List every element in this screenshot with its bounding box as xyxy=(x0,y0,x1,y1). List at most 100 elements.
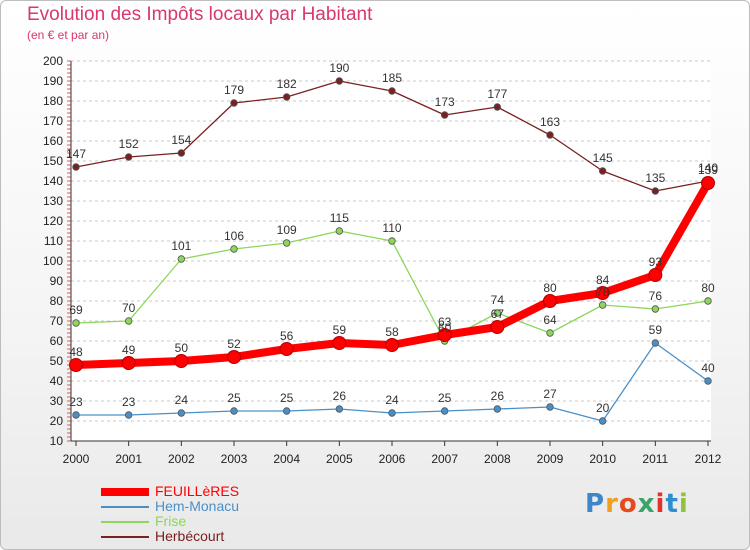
data-label: 59 xyxy=(649,323,663,337)
data-label: 135 xyxy=(645,171,665,185)
chart-legend: FEUILLèRES Hem-Monacu Frise Herbécourt xyxy=(101,484,239,544)
proxiti-logo: Proxiti xyxy=(585,489,689,519)
data-point xyxy=(282,93,291,101)
data-point xyxy=(546,131,554,139)
y-tick-label: 20 xyxy=(50,414,64,428)
data-label: 25 xyxy=(227,391,241,405)
x-tick-label: 2008 xyxy=(484,452,511,466)
x-tick-label: 2007 xyxy=(431,452,458,466)
data-label: 24 xyxy=(385,393,399,407)
y-tick-label: 200 xyxy=(43,54,63,68)
data-point xyxy=(493,405,502,413)
data-label: 64 xyxy=(543,313,557,327)
logo-letter: r xyxy=(605,489,619,519)
x-tick-label: 2012 xyxy=(695,452,722,466)
data-point xyxy=(388,87,396,95)
data-point xyxy=(177,409,186,417)
y-tick-label: 70 xyxy=(50,314,64,328)
legend-swatch xyxy=(101,520,149,523)
data-point xyxy=(230,407,238,415)
y-tick-label: 90 xyxy=(50,274,64,288)
data-point xyxy=(121,356,136,370)
data-label: 115 xyxy=(330,211,349,225)
plot-area xyxy=(71,61,711,441)
data-label: 60 xyxy=(438,321,452,335)
data-label: 109 xyxy=(277,223,297,237)
data-point xyxy=(72,411,80,419)
data-label: 93 xyxy=(649,255,663,269)
data-point xyxy=(124,153,133,161)
data-label: 49 xyxy=(122,343,136,357)
data-label: 80 xyxy=(701,281,715,295)
data-label: 152 xyxy=(119,137,139,151)
data-label: 179 xyxy=(224,83,244,97)
data-label: 23 xyxy=(122,395,136,409)
y-tick-label: 190 xyxy=(43,74,63,88)
data-point xyxy=(227,350,241,364)
data-point xyxy=(385,338,399,352)
data-point xyxy=(598,301,607,309)
data-label: 70 xyxy=(122,301,136,315)
y-tick-label: 150 xyxy=(43,154,63,168)
data-label: 145 xyxy=(593,151,613,165)
data-label: 154 xyxy=(171,133,191,147)
data-point xyxy=(490,320,505,334)
data-label: 24 xyxy=(175,393,189,407)
legend-item: Herbécourt xyxy=(101,529,239,544)
data-label: 140 xyxy=(698,161,718,175)
data-point xyxy=(230,245,238,253)
data-point xyxy=(440,111,449,119)
data-label: 48 xyxy=(69,345,83,359)
data-point xyxy=(388,237,396,245)
data-point xyxy=(388,409,396,417)
x-tick-label: 2009 xyxy=(537,452,564,466)
data-label: 26 xyxy=(491,389,505,403)
x-tick-label: 2003 xyxy=(221,452,248,466)
data-point xyxy=(230,99,238,107)
x-tick-label: 2004 xyxy=(273,452,300,466)
y-tick-label: 110 xyxy=(44,234,63,248)
data-point xyxy=(651,187,660,195)
data-point xyxy=(598,417,607,425)
data-label: 147 xyxy=(66,147,86,161)
x-tick-label: 2006 xyxy=(379,452,406,466)
data-point xyxy=(335,77,344,85)
legend-swatch xyxy=(101,505,149,508)
x-tick-label: 2010 xyxy=(589,452,616,466)
data-label: 40 xyxy=(701,361,715,375)
y-tick-label: 80 xyxy=(50,294,64,308)
y-tick-label: 140 xyxy=(43,174,63,188)
legend-label: Hem-Monacu xyxy=(155,498,240,514)
logo-letter: i xyxy=(678,489,689,519)
data-point xyxy=(704,297,712,305)
data-point xyxy=(72,163,80,171)
data-label: 80 xyxy=(543,281,557,295)
x-tick-label: 2011 xyxy=(642,452,668,466)
legend-item: Frise xyxy=(101,514,239,529)
data-label: 84 xyxy=(596,273,610,287)
data-label: 139 xyxy=(698,163,718,177)
chart-subtitle: (en € et par an) xyxy=(27,28,110,42)
data-label: 182 xyxy=(277,77,297,91)
data-point xyxy=(543,294,557,308)
data-point xyxy=(595,286,610,300)
data-label: 69 xyxy=(69,303,83,317)
data-label: 106 xyxy=(224,229,244,243)
data-point xyxy=(437,328,452,342)
data-point xyxy=(174,354,189,368)
data-label: 25 xyxy=(438,391,452,405)
data-point xyxy=(124,317,133,325)
data-label: 58 xyxy=(385,325,399,339)
data-label: 185 xyxy=(382,71,402,85)
chart-title: Evolution des Impôts locaux par Habitant xyxy=(27,4,373,25)
data-label: 163 xyxy=(540,115,560,129)
data-point xyxy=(335,227,344,235)
data-label: 76 xyxy=(649,289,663,303)
logo-letter: P xyxy=(585,489,606,519)
y-tick-label: 130 xyxy=(43,194,63,208)
y-tick-label: 160 xyxy=(43,134,63,148)
data-label: 27 xyxy=(543,387,557,401)
line-chart: 1020304050607080901001101201301401501601… xyxy=(43,54,722,466)
y-tick-label: 10 xyxy=(50,434,64,448)
